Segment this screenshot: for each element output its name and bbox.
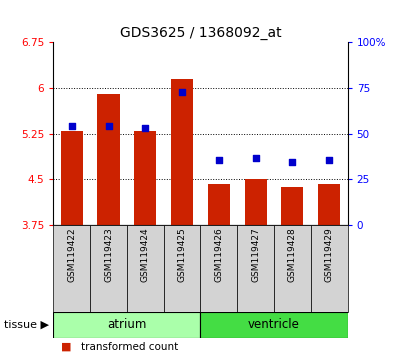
Text: ■: ■ [61, 342, 72, 352]
Bar [237, 225, 274, 312]
Point [289, 159, 295, 165]
Text: GSM119425: GSM119425 [178, 227, 186, 282]
Bar [171, 79, 193, 225]
Point [105, 123, 112, 129]
Text: ventricle: ventricle [248, 318, 300, 331]
Point [216, 157, 222, 162]
Point [142, 125, 149, 130]
Text: transformed count: transformed count [81, 342, 178, 352]
Bar [208, 184, 230, 225]
Bar [127, 225, 164, 312]
Bar [245, 179, 267, 225]
Bar [311, 225, 348, 312]
Point [69, 124, 75, 129]
Text: atrium: atrium [107, 318, 147, 331]
Point [179, 90, 185, 95]
Bar [134, 131, 156, 225]
Bar [201, 225, 237, 312]
Bar [164, 225, 201, 312]
Bar [61, 131, 83, 225]
Text: GSM119424: GSM119424 [141, 227, 150, 282]
Point [326, 157, 332, 162]
Bar [53, 312, 201, 338]
Text: GSM119423: GSM119423 [104, 227, 113, 282]
Bar [274, 225, 311, 312]
Text: GSM119427: GSM119427 [251, 227, 260, 282]
Bar [98, 94, 120, 225]
Title: GDS3625 / 1368092_at: GDS3625 / 1368092_at [120, 26, 281, 40]
Text: GSM119428: GSM119428 [288, 227, 297, 282]
Bar [53, 225, 90, 312]
Text: tissue ▶: tissue ▶ [4, 320, 49, 330]
Bar [318, 184, 340, 225]
Text: GSM119429: GSM119429 [325, 227, 334, 282]
Bar [201, 312, 348, 338]
Text: GSM119426: GSM119426 [214, 227, 223, 282]
Bar [90, 225, 127, 312]
Point [252, 155, 259, 161]
Bar [281, 187, 303, 225]
Text: GSM119422: GSM119422 [67, 227, 76, 282]
